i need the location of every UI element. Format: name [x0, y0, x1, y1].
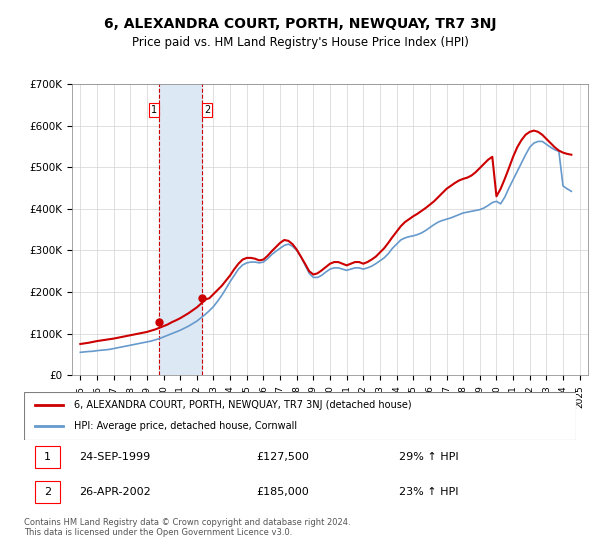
Text: 29% ↑ HPI: 29% ↑ HPI — [400, 452, 459, 462]
Text: 2: 2 — [204, 105, 210, 115]
Text: 2: 2 — [44, 487, 51, 497]
Text: HPI: Average price, detached house, Cornwall: HPI: Average price, detached house, Corn… — [74, 421, 297, 431]
FancyBboxPatch shape — [35, 481, 60, 503]
Text: 1: 1 — [151, 105, 157, 115]
Text: £185,000: £185,000 — [256, 487, 308, 497]
Text: 26-APR-2002: 26-APR-2002 — [79, 487, 151, 497]
FancyBboxPatch shape — [24, 392, 576, 440]
Text: 24-SEP-1999: 24-SEP-1999 — [79, 452, 151, 462]
FancyBboxPatch shape — [35, 446, 60, 468]
Text: 1: 1 — [44, 452, 51, 462]
Text: 6, ALEXANDRA COURT, PORTH, NEWQUAY, TR7 3NJ (detached house): 6, ALEXANDRA COURT, PORTH, NEWQUAY, TR7 … — [74, 400, 412, 410]
Text: Contains HM Land Registry data © Crown copyright and database right 2024.
This d: Contains HM Land Registry data © Crown c… — [24, 518, 350, 538]
Bar — [159, 84, 202, 375]
Text: 6, ALEXANDRA COURT, PORTH, NEWQUAY, TR7 3NJ: 6, ALEXANDRA COURT, PORTH, NEWQUAY, TR7 … — [104, 17, 496, 31]
Text: Price paid vs. HM Land Registry's House Price Index (HPI): Price paid vs. HM Land Registry's House … — [131, 36, 469, 49]
Text: 23% ↑ HPI: 23% ↑ HPI — [400, 487, 459, 497]
Text: £127,500: £127,500 — [256, 452, 309, 462]
